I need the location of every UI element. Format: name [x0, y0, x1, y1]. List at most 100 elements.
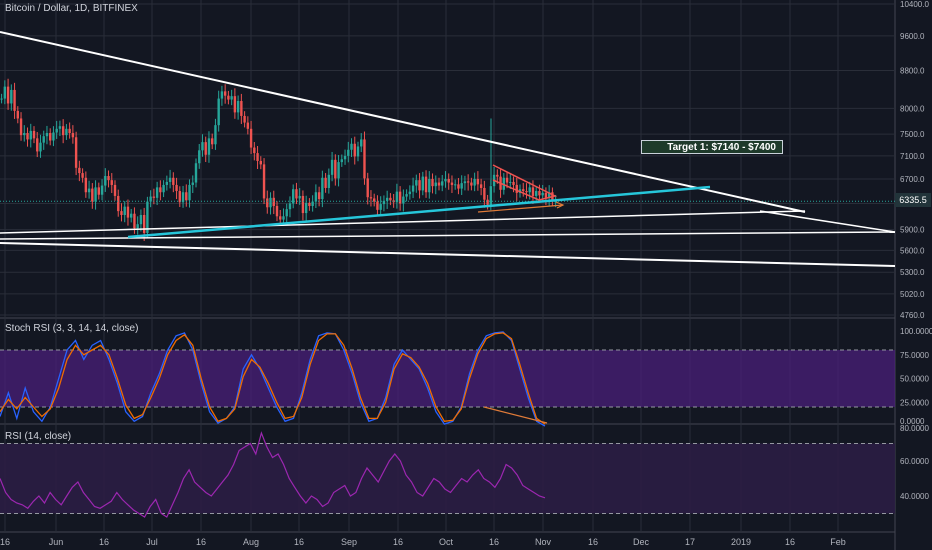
candle-body	[259, 160, 262, 165]
candle-body	[483, 187, 486, 200]
rsi-title: RSI (14, close)	[5, 431, 72, 442]
candle-body	[19, 118, 23, 136]
candle-body	[528, 187, 531, 193]
candle-body	[379, 204, 382, 210]
price-tick-label: 9600.0	[900, 32, 925, 41]
candle-body	[240, 101, 243, 116]
stoch-tick-label: 75.0000	[900, 351, 929, 360]
candle-body	[246, 122, 250, 129]
candle-body	[369, 197, 373, 199]
candle-body	[463, 181, 467, 184]
candle-body	[275, 205, 279, 217]
candle-body	[282, 216, 285, 220]
candle-body	[502, 177, 505, 190]
candle-body	[324, 177, 327, 188]
candle-body	[314, 192, 318, 202]
candle-body	[61, 126, 65, 136]
x-tick-label: Oct	[439, 537, 454, 547]
target-label: Target 1: $7140 - $7400	[641, 140, 783, 154]
candle-body	[269, 197, 272, 208]
price-tick-label: 5900.0	[900, 226, 925, 235]
candle-body	[437, 182, 441, 186]
candle-body	[376, 201, 379, 210]
stoch-tick-label: 0.0000	[900, 417, 925, 426]
price-tick-label: 8000.0	[900, 104, 925, 113]
candle-body	[421, 176, 424, 191]
candle-body	[402, 196, 405, 204]
candle-body	[450, 182, 454, 185]
candle-body	[181, 192, 185, 203]
candle-body	[544, 192, 548, 198]
candle-body	[68, 128, 71, 134]
candle-body	[152, 196, 156, 198]
candle-body	[256, 153, 259, 161]
candle-body	[123, 206, 126, 215]
candle-body	[522, 189, 525, 192]
price-tick-label: 8800.0	[900, 66, 925, 75]
candle-body	[87, 188, 91, 193]
candle-body	[382, 200, 386, 205]
price-badge: 6335.5	[895, 193, 931, 207]
candle-body	[301, 195, 305, 214]
orange-arrow	[477, 204, 564, 213]
candle-body	[26, 133, 29, 140]
candle-body	[473, 178, 476, 186]
candle-body	[136, 224, 139, 229]
long-support-trendline	[0, 242, 896, 267]
candle-body	[191, 182, 194, 185]
candle-body	[42, 136, 45, 143]
stoch-rsi-title: Stoch RSI (3, 3, 14, 14, close)	[5, 323, 139, 334]
candle-body	[220, 91, 224, 99]
price-tick-label: 6700.0	[900, 175, 925, 184]
candle-body	[509, 181, 512, 183]
candle-body	[223, 91, 227, 96]
x-tick-label: 16	[393, 537, 403, 547]
lower-support-line-left	[0, 231, 896, 240]
candle-body	[204, 142, 207, 155]
candle-body	[428, 178, 431, 193]
stoch-tick-label: 100.0000	[900, 327, 932, 336]
candle-body	[16, 110, 19, 119]
grid	[0, 0, 896, 550]
candle-body	[55, 128, 58, 133]
candle-body	[373, 198, 376, 202]
candle-body	[541, 192, 544, 196]
stoch-divergence-arrow	[483, 406, 548, 424]
candle-body	[104, 176, 107, 186]
candle-body	[91, 188, 94, 202]
candle-body	[340, 159, 343, 163]
candle-body	[227, 95, 230, 100]
candle-body	[424, 176, 428, 193]
candle-body	[454, 184, 457, 186]
price-tick-label: 5300.0	[900, 268, 925, 277]
candle-body	[175, 184, 178, 192]
candle-body	[334, 159, 337, 179]
candle-body	[486, 199, 489, 205]
candle-body	[100, 185, 104, 195]
candle-body	[29, 130, 32, 140]
candle-body	[117, 195, 120, 212]
rsi-tick-label: 80.0000	[900, 424, 929, 433]
candle-body	[233, 96, 237, 113]
candle-body	[249, 128, 253, 148]
candle-body	[538, 191, 541, 196]
candle-body	[107, 176, 110, 181]
candle-body	[554, 201, 557, 203]
x-tick-label: Jun	[49, 537, 64, 547]
candle-body	[39, 142, 42, 152]
candle-body	[476, 178, 480, 185]
candle-body	[441, 181, 444, 186]
stoch-tick-label: 50.0000	[900, 375, 929, 384]
candle-body	[288, 203, 292, 210]
candle-body	[188, 184, 191, 201]
price-tick-label: 5600.0	[900, 246, 925, 255]
x-tick-label: 17	[685, 537, 695, 547]
candle-body	[159, 187, 162, 193]
chart-title: Bitcoin / Dollar, 1D, BITFINEX	[5, 3, 138, 14]
candle-body	[405, 194, 408, 197]
candle-body	[155, 187, 159, 198]
candle-body	[363, 139, 366, 179]
candle-body	[36, 138, 39, 152]
